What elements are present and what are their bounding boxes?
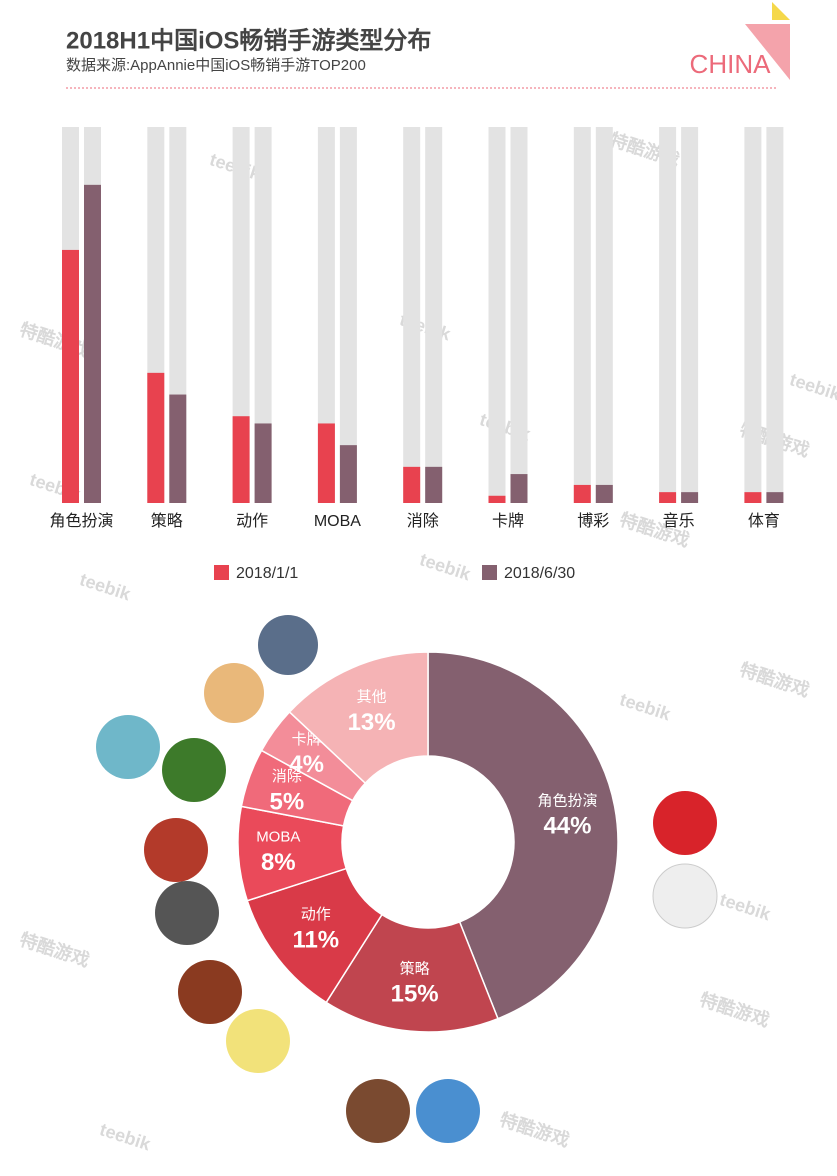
- watermark: 特酷游戏: [17, 318, 92, 360]
- bar-track: [232, 127, 250, 503]
- legend-swatch: [214, 565, 229, 580]
- slice-value: 13%: [348, 709, 396, 736]
- watermark: 特酷游戏: [697, 988, 772, 1030]
- x-tick-label: 消除: [407, 512, 439, 530]
- watermark: teebik: [787, 369, 837, 404]
- x-tick-label: 卡牌: [492, 512, 524, 530]
- app-icon: [653, 791, 717, 855]
- app-icon: [144, 818, 208, 882]
- bar-track: [339, 127, 357, 503]
- slice-value: 15%: [391, 981, 439, 1008]
- bar-track: [766, 127, 784, 503]
- bar-track: [595, 127, 613, 503]
- app-icon: [162, 738, 226, 802]
- bar: [488, 495, 506, 503]
- donut-slice: [325, 913, 499, 1033]
- bar: [147, 372, 165, 503]
- bar-track: [254, 127, 272, 503]
- x-tick-label: 动作: [236, 512, 268, 530]
- bar: [681, 492, 699, 503]
- slice-value: 5%: [270, 789, 305, 816]
- x-tick-label: MOBA: [314, 513, 361, 530]
- watermark: 特酷游戏: [17, 928, 92, 970]
- bar: [403, 466, 421, 503]
- x-tick-label: 博彩: [577, 512, 609, 530]
- watermark: 特酷游戏: [737, 658, 812, 700]
- bar: [595, 484, 613, 503]
- app-icon: [96, 715, 160, 779]
- bar: [62, 249, 79, 503]
- watermark: teebik: [77, 569, 134, 604]
- legend-label: 2018/6/30: [504, 565, 575, 582]
- bar-track: [573, 127, 591, 503]
- x-tick-label: 体育: [748, 512, 780, 530]
- bar-track: [317, 127, 335, 503]
- subtitle: 数据来源:AppAnnie中国iOS畅销手游TOP200: [66, 57, 366, 74]
- brand-triangle: [772, 2, 790, 20]
- slice-label: 动作: [301, 906, 331, 923]
- bar: [84, 184, 101, 503]
- bar: [510, 474, 528, 503]
- slice-value: 44%: [543, 813, 591, 840]
- app-icon: [346, 1079, 410, 1143]
- bar-track: [659, 127, 677, 503]
- bar-track: [744, 127, 762, 503]
- app-icons: [96, 615, 718, 1143]
- donut-slice: [288, 651, 429, 785]
- slice-label: 其他: [357, 689, 387, 706]
- legend-label: 2018/1/1: [236, 565, 298, 582]
- bar-track: [403, 127, 421, 503]
- bar: [573, 484, 591, 503]
- watermark: teebik: [417, 549, 474, 584]
- slice-label: 消除: [272, 768, 302, 785]
- bar-track: [488, 127, 506, 503]
- app-icon: [416, 1079, 480, 1143]
- bar: [254, 423, 272, 503]
- slice-value: 8%: [261, 849, 296, 876]
- slice-label: 策略: [400, 960, 430, 977]
- bar: [659, 492, 677, 503]
- legend-swatch: [482, 565, 497, 580]
- slice-value: 4%: [289, 751, 324, 778]
- bar: [317, 423, 335, 503]
- watermark: 特酷游戏: [497, 1108, 572, 1150]
- bar: [425, 466, 443, 503]
- bar: [339, 445, 357, 503]
- title: 2018H1中国iOS畅销手游类型分布: [66, 26, 431, 54]
- watermark: teebik: [97, 1119, 154, 1154]
- x-tick-label: 策略: [151, 512, 183, 530]
- slice-label: 角色扮演: [537, 792, 597, 809]
- app-icon: [226, 1009, 290, 1073]
- brand-triangle: [745, 24, 790, 80]
- donut-slice: [427, 651, 619, 1020]
- bar-track: [681, 127, 699, 503]
- bar: [766, 492, 784, 503]
- bar: [169, 394, 187, 503]
- bar-track: [425, 127, 443, 503]
- x-tick-label: 角色扮演: [49, 512, 113, 530]
- x-tick-label: 音乐: [663, 512, 695, 530]
- slice-value: 11%: [292, 926, 339, 953]
- slice-label: MOBA: [256, 828, 300, 845]
- watermark: teebik: [717, 889, 774, 924]
- watermark: teebik: [617, 689, 674, 724]
- app-icon: [652, 863, 718, 929]
- app-icon: [204, 663, 264, 723]
- app-icon: [258, 615, 318, 675]
- bar-track: [510, 127, 528, 503]
- brand: CHINA: [690, 49, 772, 79]
- app-icon: [178, 960, 242, 1024]
- bar: [744, 492, 762, 503]
- app-icon: [155, 881, 219, 945]
- bar: [232, 416, 250, 503]
